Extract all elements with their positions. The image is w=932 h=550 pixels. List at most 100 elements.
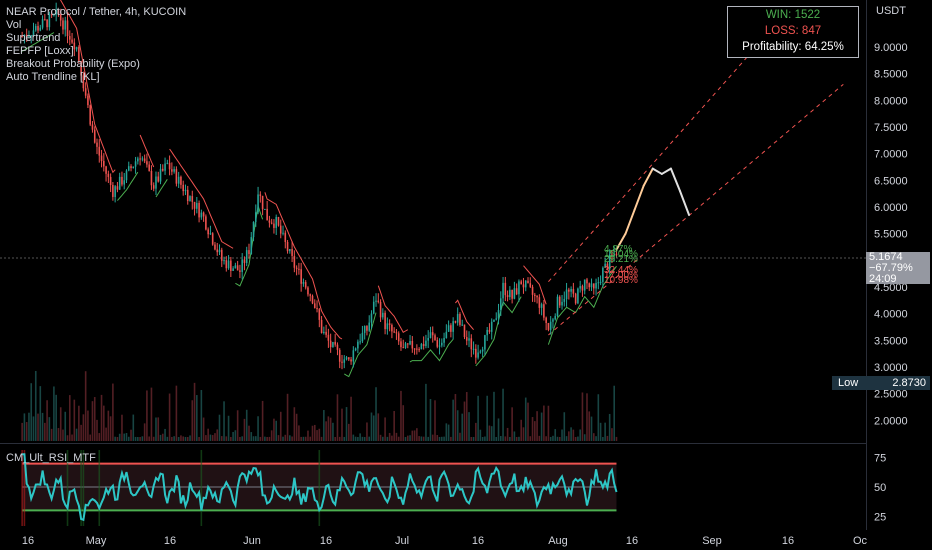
volume-bar [352, 434, 355, 441]
candle-body [134, 161, 137, 167]
candle-body [273, 223, 275, 228]
candle-body [495, 318, 498, 320]
volume-bar [441, 436, 443, 441]
candle-body [161, 168, 164, 171]
candle-body [590, 283, 593, 288]
volume-bar [161, 433, 164, 441]
candle-body [502, 282, 504, 299]
candle-body [436, 340, 439, 347]
volume-bar [80, 424, 82, 441]
price-tick-label: 7.5000 [874, 122, 908, 134]
candle-body [386, 323, 389, 330]
indicator-vol[interactable]: Vol [6, 19, 22, 31]
volume-bar [250, 432, 253, 441]
volume-bar [268, 436, 271, 441]
volume-bar [588, 411, 591, 441]
candle-body [34, 26, 37, 31]
candle-body [608, 254, 611, 270]
volume-bar [388, 432, 391, 441]
volume-bar [509, 436, 511, 441]
candle-body [114, 186, 116, 197]
candle-body [320, 319, 323, 334]
volume-bar [586, 393, 588, 441]
candle-body [41, 19, 44, 28]
volume-bar [615, 436, 618, 441]
candle-body [307, 287, 309, 295]
price-tick-label: 5.5000 [874, 229, 908, 241]
volume-bar [536, 411, 538, 441]
candle-body [540, 304, 543, 308]
rsi-overbought-highlight [21, 450, 23, 526]
volume-bar [479, 429, 482, 441]
volume-bar [32, 416, 35, 441]
volume-bar [173, 436, 175, 441]
candle-body [572, 289, 575, 294]
rsi-indicator-title[interactable]: CM_Ult_RSI_MTF [6, 452, 96, 464]
candle-body [579, 286, 581, 289]
volume-bar [300, 436, 302, 441]
volume-bar [25, 422, 28, 441]
candle-body [173, 169, 175, 172]
candle-body [130, 166, 132, 169]
volume-bar [227, 415, 230, 441]
volume-bar [103, 405, 105, 441]
candle-body [479, 351, 482, 353]
candle-body [472, 348, 475, 350]
projection-segment [678, 190, 691, 216]
volume-bar [513, 431, 516, 441]
candle-body [59, 14, 62, 21]
indicator-auto-trendline[interactable]: Auto Trendline [KL] [6, 71, 100, 83]
volume-bar [216, 429, 219, 441]
volume-bar [66, 435, 69, 441]
candle-body [141, 158, 144, 160]
volume-bar [534, 421, 536, 441]
candle-body [477, 352, 479, 358]
volume-bar [164, 428, 166, 441]
candle-body [25, 34, 28, 37]
time-tick-label: 16 [782, 535, 794, 547]
candle-body [404, 343, 407, 348]
projection-segment [660, 167, 672, 175]
volume-bar [545, 436, 547, 441]
indicator-fepfp[interactable]: FEPFP [Loxx] [6, 45, 74, 57]
volume-bar [577, 436, 579, 441]
candle-body [613, 253, 616, 256]
candle-body [456, 314, 459, 323]
price-axis: 9.0000 8.5000 8.0000 7.5000 7.0000 6.5000 6.00… [874, 42, 908, 427]
volume-bar [506, 427, 509, 441]
volume-bar [470, 436, 473, 441]
candle-body [570, 289, 572, 292]
candle-body [205, 216, 207, 230]
volume-bar [239, 436, 241, 441]
volume-bar [175, 385, 178, 441]
candle-body [427, 337, 429, 341]
volume-bar [590, 416, 593, 441]
volume-bar [55, 394, 57, 441]
chart-title: NEAR Protocol / Tether, 4h, KUCOIN [6, 6, 187, 18]
volume-bar [295, 413, 298, 441]
indicator-supertrend[interactable]: Supertrend [6, 32, 61, 44]
currency-label[interactable]: USDT [876, 5, 906, 17]
candle-body [257, 194, 259, 213]
projection-segment [669, 167, 681, 192]
candle-body [207, 229, 209, 235]
candle-body [318, 309, 321, 320]
volume-bar [475, 422, 477, 441]
volume-bar [452, 399, 454, 441]
volume-bar [189, 435, 191, 441]
volume-bar [273, 418, 275, 441]
candle-body [112, 184, 114, 197]
win-count: WIN: 1522 [765, 9, 821, 21]
candle-body [270, 222, 273, 224]
candle-body [248, 250, 250, 255]
indicator-breakout-probability[interactable]: Breakout Probability (Expo) [6, 58, 140, 70]
volume-bar [325, 421, 327, 441]
candle-body [574, 293, 577, 304]
candle-body [549, 321, 552, 330]
candle-body [602, 267, 604, 282]
volume-bar [37, 413, 39, 441]
volume-bar [608, 413, 611, 441]
candle-body [452, 321, 454, 332]
volume-bar [291, 436, 293, 441]
